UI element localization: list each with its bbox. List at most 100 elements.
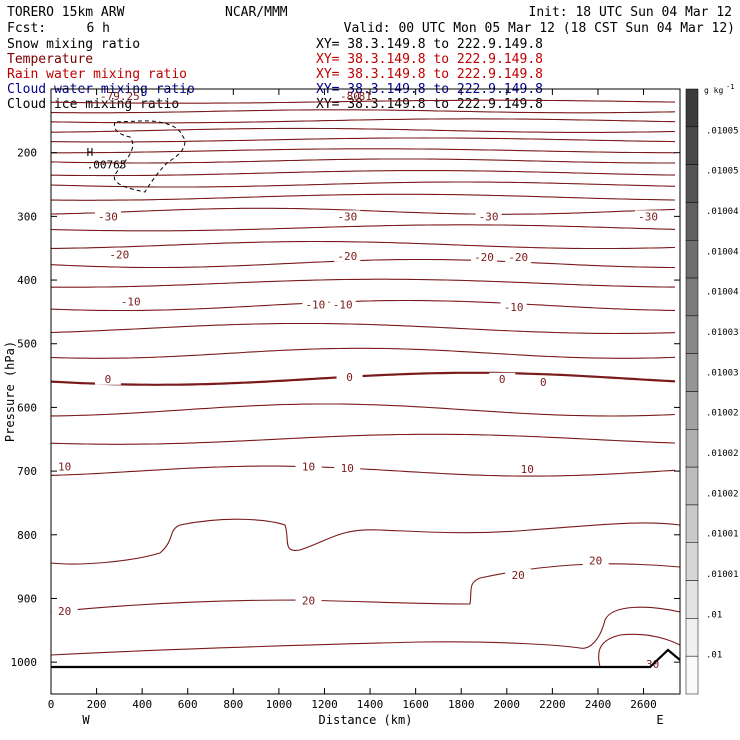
temperature-label: -30 <box>479 210 499 223</box>
x-tick-label: 1200 <box>311 698 338 711</box>
temperature-contour <box>50 518 681 565</box>
top-contour-label: -79.25 <box>100 90 140 103</box>
colorbar-label: .01001 <box>706 570 739 580</box>
top-contour-label: -80 <box>340 90 360 103</box>
model-title: TORERO 15km ARW <box>7 5 125 20</box>
temperature-label: 10 <box>302 461 315 474</box>
temperature-label: -10 <box>333 298 353 311</box>
temperature-contour <box>50 322 676 335</box>
forecast-label: Fcst: <box>7 21 46 36</box>
y-tick-label: 900 <box>17 592 37 605</box>
temperature-label: 20 <box>589 554 602 567</box>
temperature-contour <box>51 193 676 201</box>
x-tick-label: 1400 <box>357 698 384 711</box>
colorbar-label: .01004 <box>706 207 739 217</box>
y-tick-label: 400 <box>17 274 37 287</box>
colorbar-swatch <box>685 580 699 619</box>
x-axis-label: Distance (km) <box>319 713 413 727</box>
colorbar-swatch <box>685 126 699 165</box>
temperature-label: 0 <box>346 371 353 384</box>
field-label: Rain water mixing ratio <box>7 67 187 82</box>
temperature-label: 10 <box>341 462 354 475</box>
label-backdrop <box>475 210 502 223</box>
colorbar-unit-exponent: -1 <box>726 83 734 91</box>
label-backdrop <box>489 372 516 385</box>
colorbar-swatch <box>685 240 699 279</box>
colorbar-swatch <box>685 466 699 506</box>
label-backdrop <box>530 375 557 388</box>
colorbar-label: .01002 <box>706 489 739 499</box>
valid-time: Valid: 00 UTC Mon 05 Mar 12 (18 CST Sun … <box>344 21 735 36</box>
label-backdrop <box>505 251 532 264</box>
y-tick-label: 500 <box>17 338 37 351</box>
y-tick-label: 600 <box>17 401 37 414</box>
temperature-contour <box>51 127 676 133</box>
x-tick-label: 2200 <box>539 698 566 711</box>
colorbar-swatch <box>685 164 699 203</box>
y-tick-label: 700 <box>17 465 37 478</box>
x-tick-label: 0 <box>48 698 55 711</box>
temperature-contour <box>50 181 676 188</box>
temperature-contour <box>51 148 676 154</box>
colorbar-label: .01 <box>706 651 722 661</box>
y-tick-label: 800 <box>17 529 37 542</box>
temperature-label: -30 <box>98 210 118 223</box>
colorbar-label: .01001 <box>706 530 739 540</box>
temperature-contour <box>598 633 681 668</box>
temperature-label: -20 <box>337 250 357 263</box>
temperature-label: 20 <box>58 605 71 618</box>
colorbar-label: .01002 <box>706 409 739 419</box>
forecast-value: 6 h <box>87 21 110 36</box>
colorbar-swatch <box>685 277 699 317</box>
temperature-label: 20 <box>512 569 525 582</box>
temperature-contour <box>50 258 675 269</box>
field-xy: XY= 38.3.149.8 to 222.9.149.8 <box>316 67 543 82</box>
x-tick-label: 400 <box>132 698 152 711</box>
temperature-label: 0 <box>499 373 506 386</box>
x-tick-label: 200 <box>87 698 107 711</box>
temperature-label: 10 <box>521 463 534 476</box>
label-backdrop <box>329 298 356 311</box>
x-tick-label: 2400 <box>585 698 612 711</box>
x-tick-label: 800 <box>223 698 243 711</box>
colorbar-unit: g kg <box>704 86 723 95</box>
field-label: Snow mixing ratio <box>7 37 140 52</box>
temperature-label: -20 <box>508 251 528 264</box>
temperature-label: -20 <box>474 251 494 264</box>
init-time: Init: 18 UTC Sun 04 Mar 12 <box>529 5 733 20</box>
label-backdrop <box>471 251 498 264</box>
colorbar-label: .01002 <box>706 449 739 459</box>
temperature-contour <box>50 137 676 143</box>
colorbar-swatch <box>685 353 699 392</box>
temperature-contour <box>50 371 676 386</box>
temperature-label: -10 <box>121 296 141 309</box>
snow-label: H <box>87 146 94 159</box>
y-axis-label: Pressure (hPa) <box>3 341 17 442</box>
temperature-label: 0 <box>540 376 547 389</box>
colorbar-swatch <box>685 391 699 430</box>
temperature-label: -10 <box>305 298 325 311</box>
temperature-label: 20 <box>302 594 315 607</box>
colorbar-swatch <box>685 618 699 657</box>
temperature-contour <box>51 278 675 288</box>
temperature-contour <box>50 347 676 359</box>
temperature-contour <box>51 403 676 417</box>
colorbar-label: .01003 <box>706 328 739 338</box>
temperature-contour <box>50 299 675 312</box>
x-tick-label: 1800 <box>448 698 475 711</box>
temperature-contour <box>50 224 676 232</box>
center-title: NCAR/MMM <box>225 5 288 20</box>
colorbar-label: .01004 <box>706 288 739 298</box>
label-backdrop <box>514 463 541 476</box>
plot-area: -30 -30 -30 -30 -20 -20 -20 -20 -10 -10 -10 -10 0 0 0 0… <box>50 88 681 695</box>
temperature-contour <box>50 118 676 124</box>
temperature-contour <box>50 606 681 656</box>
snow-label: .00765 <box>87 159 127 172</box>
temperature-contour <box>50 99 676 104</box>
colorbar-label: .01005 <box>706 167 739 177</box>
colorbar-swatch <box>685 202 699 241</box>
temperature-label: -30 <box>337 210 357 223</box>
label-backdrop <box>94 372 121 385</box>
colorbar-swatch <box>685 504 699 543</box>
